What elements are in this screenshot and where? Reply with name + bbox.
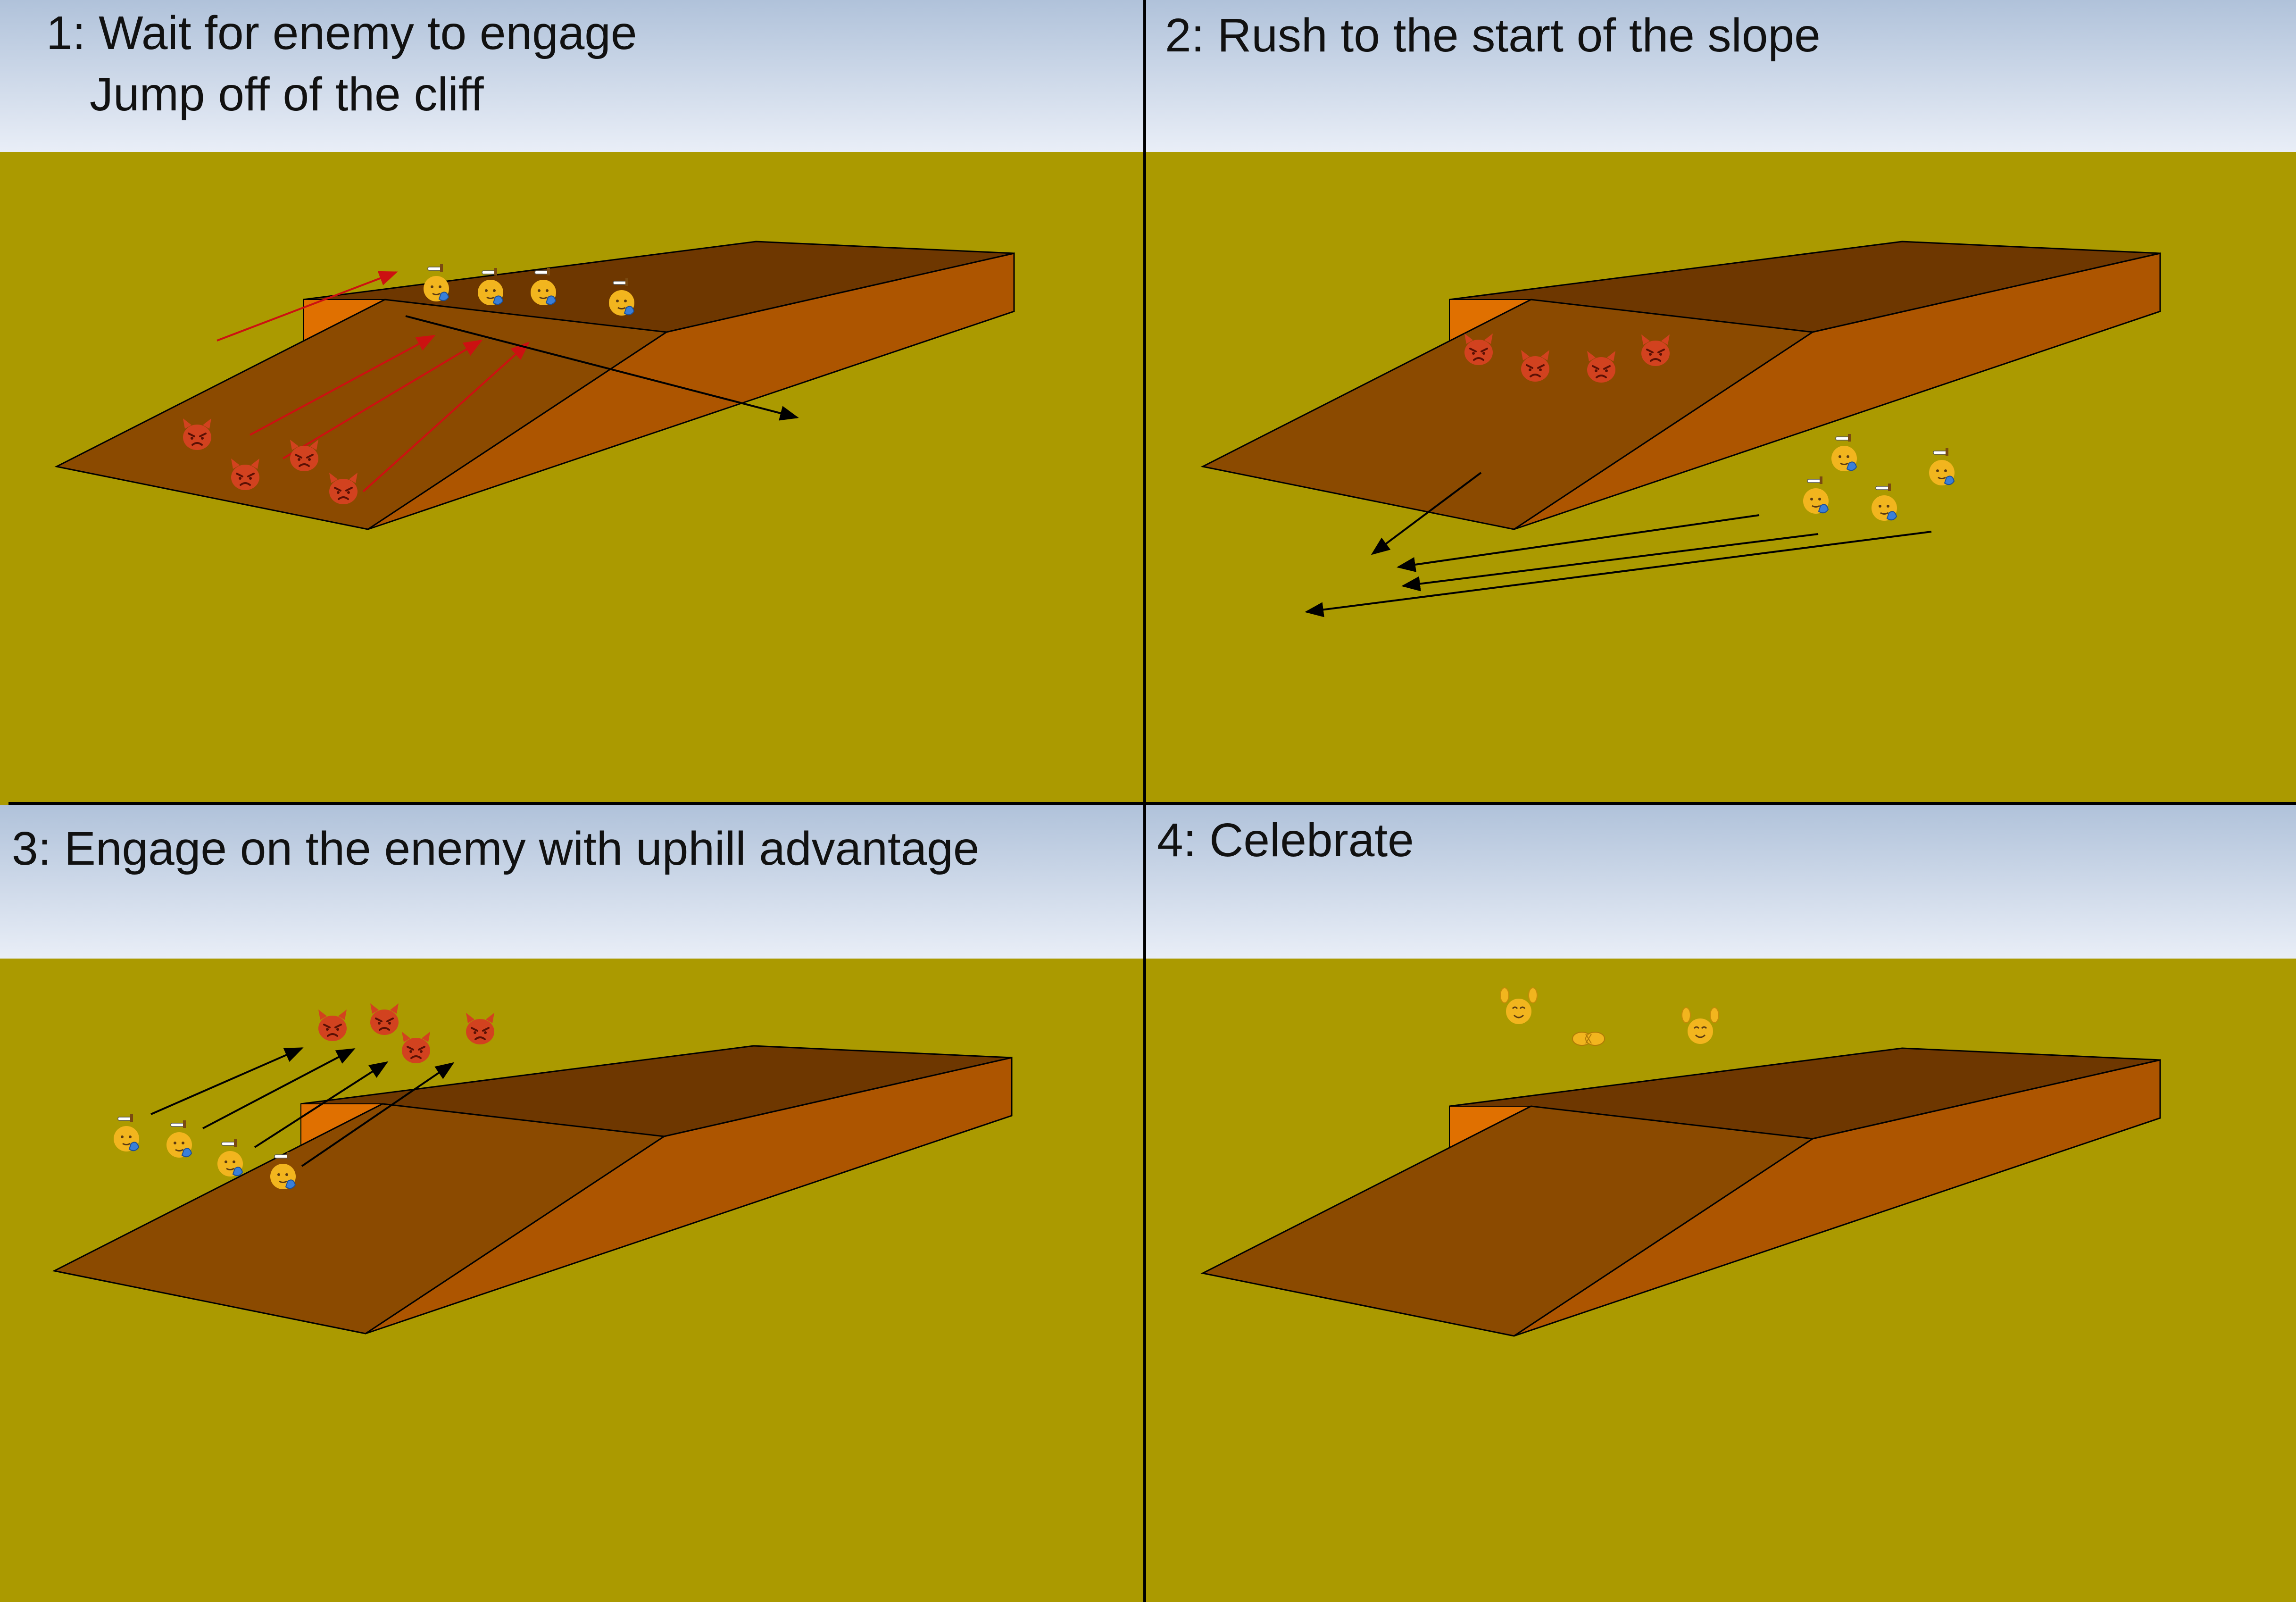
devil-face-icon <box>1587 351 1615 383</box>
panel-4: 4: Celebrate <box>1146 805 2296 1602</box>
charge-arrow <box>202 1048 356 1129</box>
slope <box>1200 1105 1815 1337</box>
saluting-face-icon <box>270 1152 296 1189</box>
slope <box>52 1103 666 1335</box>
caption-band: 4: Celebrate <box>1146 805 2296 959</box>
saluting-face-icon <box>166 1120 192 1158</box>
jump-arrow <box>405 315 799 421</box>
caption-band: 2: Rush to the start of the slope <box>1146 0 2296 152</box>
saluting-face-icon <box>1872 484 1897 521</box>
enemy-move-arrow <box>362 342 530 492</box>
saluting-face-icon <box>609 278 635 316</box>
rush-arrow <box>1371 472 1482 555</box>
panel-1-caption-line-2: Jump off of the cliff <box>90 68 484 121</box>
saluting-face-icon <box>531 268 557 305</box>
panel-2: 2: Rush to the start of the slope <box>1146 0 2296 802</box>
devil-face-icon <box>466 1013 494 1044</box>
saluting-face-icon <box>1929 448 1955 485</box>
vertical-divider <box>1143 0 1146 1602</box>
devil-face-icon <box>290 440 318 471</box>
devil-face-icon <box>318 1010 347 1041</box>
saluting-face-icon <box>114 1114 140 1151</box>
panel-4-scene <box>1200 987 2161 1337</box>
panel-3: 3: Engage on the enemy with uphill advan… <box>0 805 1143 1602</box>
saluting-face-icon <box>478 268 504 305</box>
cliff <box>1200 1047 2161 1337</box>
caption-band: 3: Engage on the enemy with uphill advan… <box>0 805 1143 959</box>
cliff <box>52 1045 1013 1335</box>
saluting-face-icon <box>217 1139 243 1176</box>
devil-face-icon <box>1641 334 1670 366</box>
panel-3-scene <box>52 1003 1013 1335</box>
panel-4-caption-line-1: 4: Celebrate <box>1157 814 1414 867</box>
rush-arrow <box>1305 531 1932 617</box>
devil-face-icon <box>183 418 211 450</box>
charge-arrow <box>301 1062 455 1167</box>
enemy-move-arrow <box>282 339 483 459</box>
panel-1: 1: Wait for enemy to engage Jump off of … <box>0 0 1143 802</box>
devil-face-icon <box>370 1003 399 1035</box>
rush-arrow <box>1401 533 1819 592</box>
caption-band: 1: Wait for enemy to engage Jump off of … <box>0 0 1143 152</box>
charge-arrow <box>150 1047 304 1115</box>
devil-face-icon <box>1464 334 1493 365</box>
panel-2-scene <box>1200 241 2161 617</box>
panel-3-caption-line-1: 3: Engage on the enemy with uphill advan… <box>12 822 980 875</box>
raised-hands-face-icon <box>1681 1007 1719 1044</box>
handshake-icon <box>1572 1032 1605 1046</box>
charge-arrow <box>254 1061 389 1148</box>
panel-1-caption-line-1: 1: Wait for enemy to engage <box>46 7 637 59</box>
rush-arrow <box>1397 514 1760 572</box>
panel-2-caption-line-1: 2: Rush to the start of the slope <box>1165 9 1821 62</box>
enemy-move-arrow <box>250 335 436 436</box>
panel-1-scene <box>54 241 1015 530</box>
saluting-face-icon <box>424 264 449 301</box>
devil-face-icon <box>1521 350 1549 382</box>
saluting-face-icon <box>1803 476 1829 514</box>
raised-hands-face-icon <box>1500 987 1538 1024</box>
enemy-move-arrow <box>216 271 398 342</box>
devil-face-icon <box>329 473 358 504</box>
saluting-face-icon <box>1831 434 1857 471</box>
horizontal-divider <box>8 802 2296 805</box>
devil-face-icon <box>402 1032 430 1063</box>
devil-face-icon <box>231 459 259 490</box>
cliff <box>1200 241 2161 530</box>
